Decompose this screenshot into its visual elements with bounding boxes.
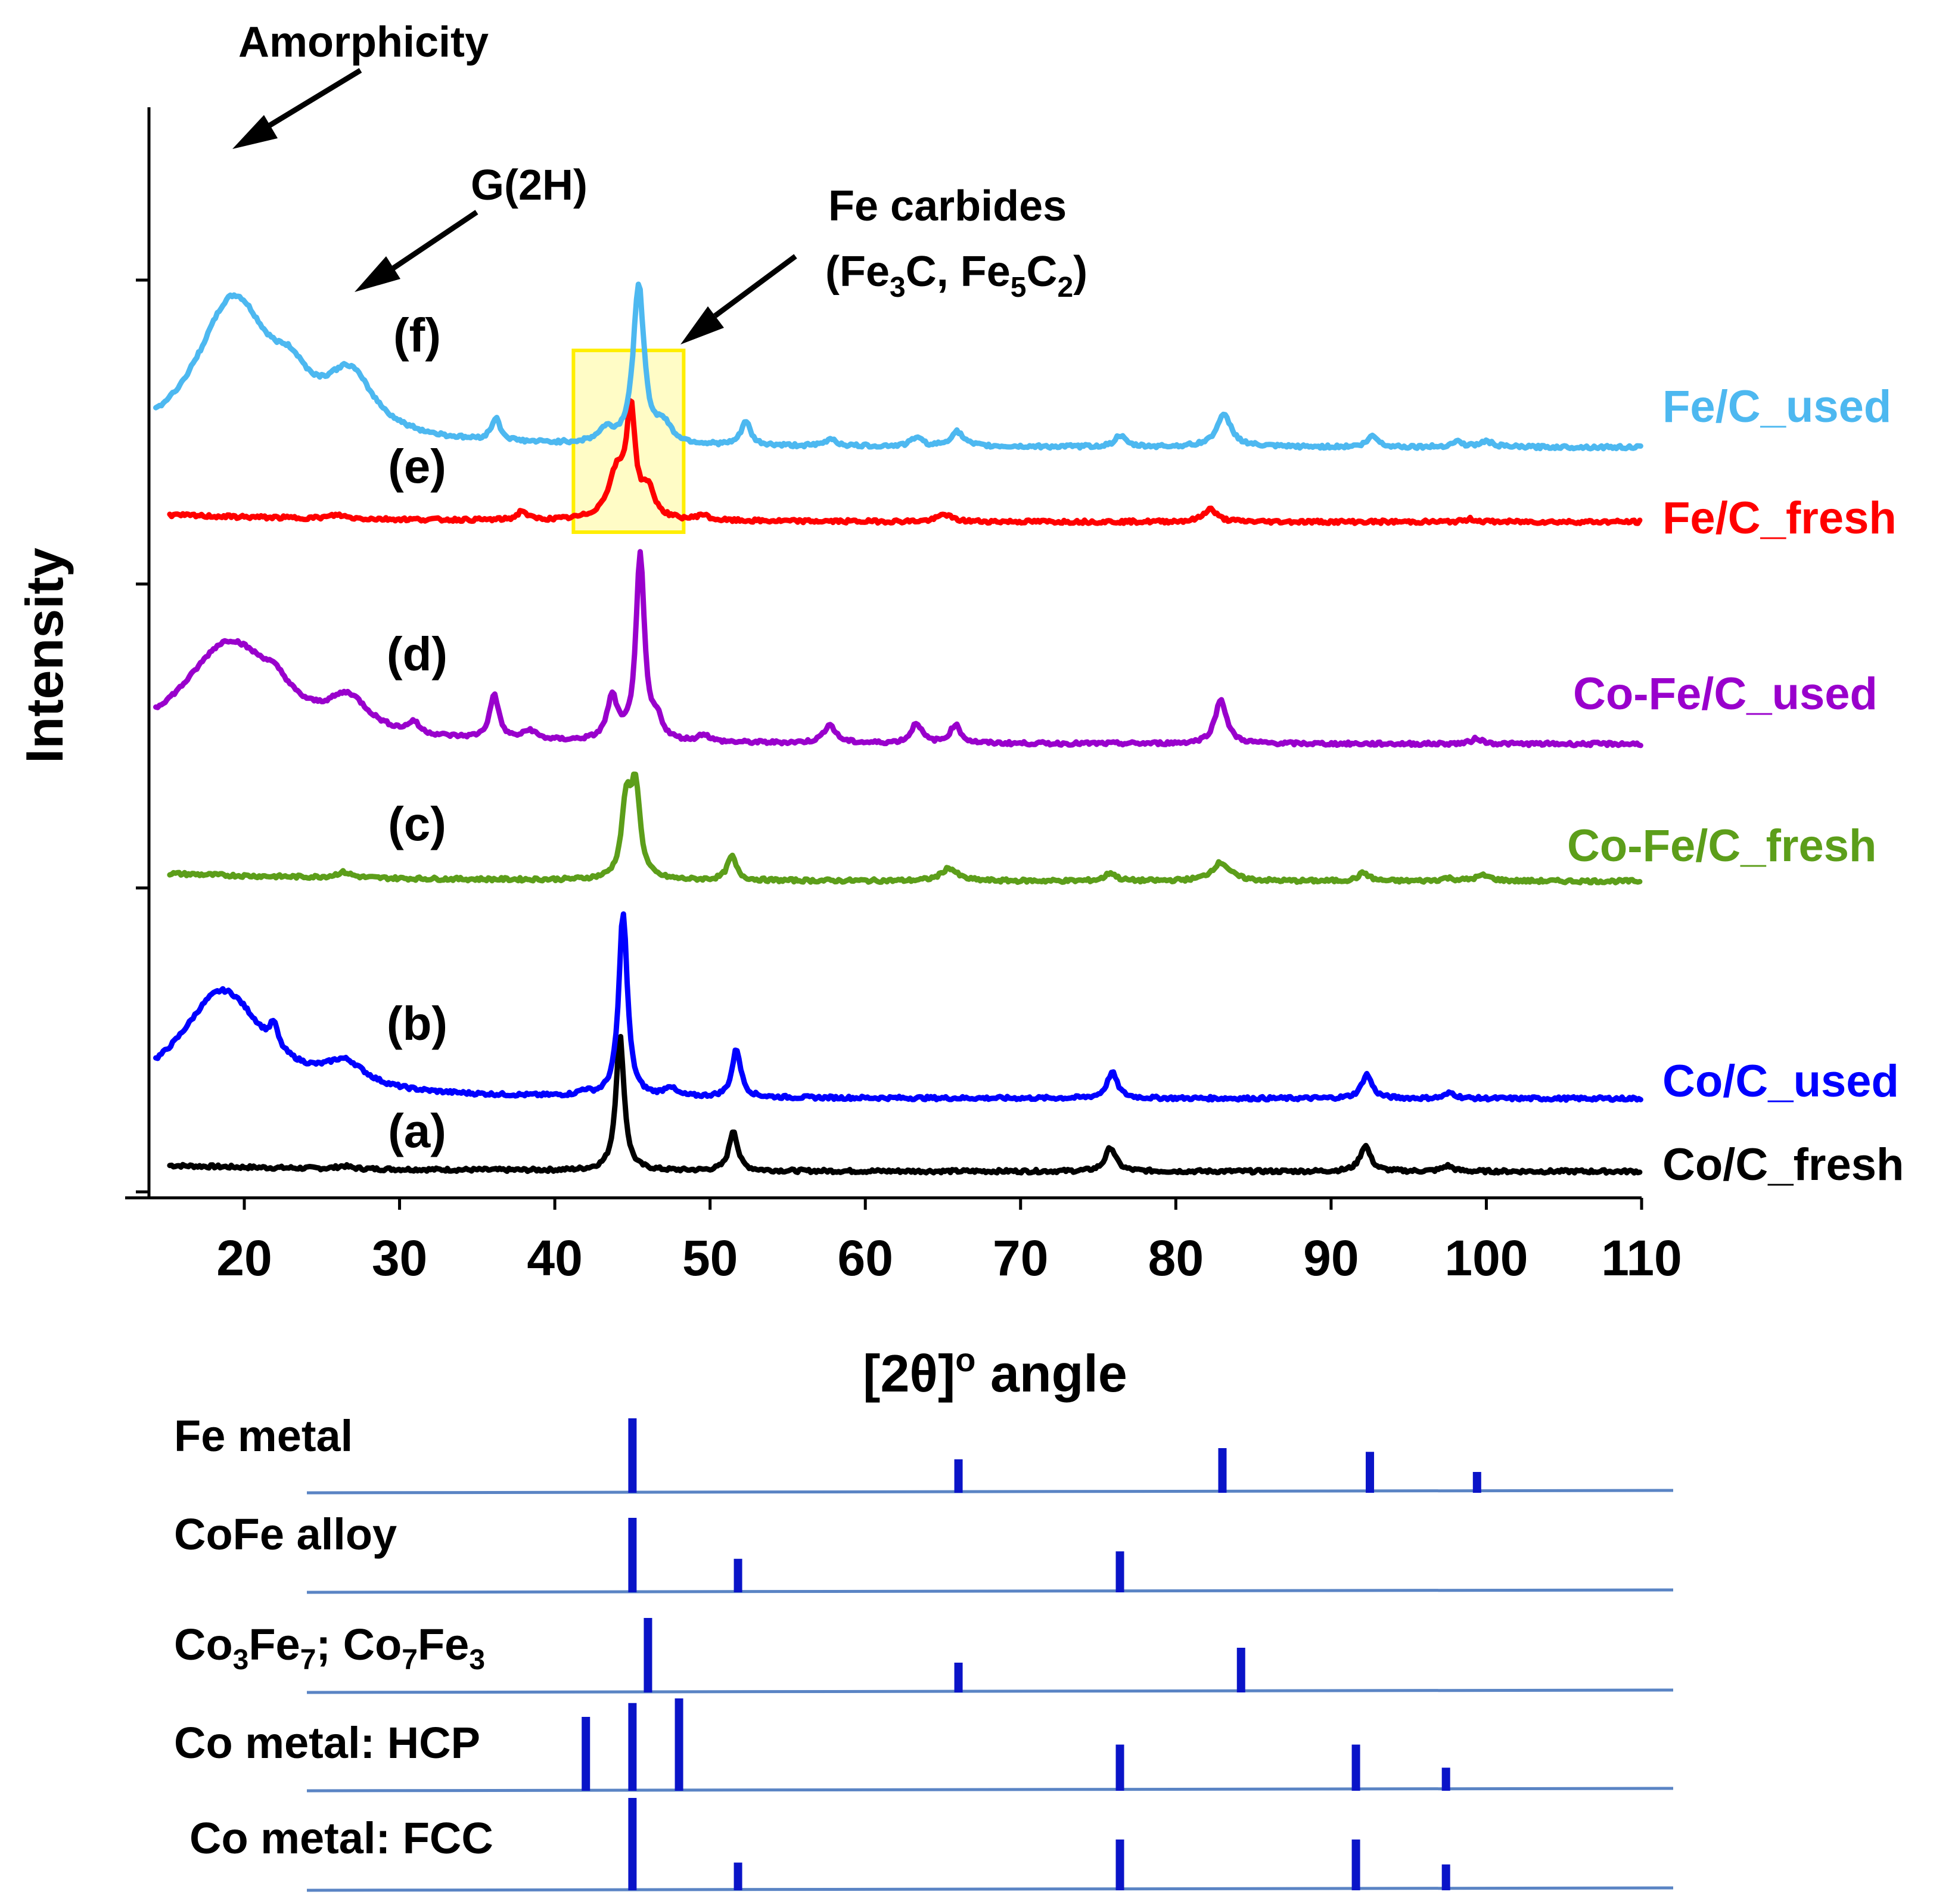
series-legend-label: Co-Fe/C_fresh [1567, 821, 1876, 871]
ref-stick [734, 1558, 742, 1592]
ref-label-cofe-alloy: CoFe alloy [174, 1509, 397, 1559]
ref-stick [628, 1418, 637, 1493]
ref-stick [1115, 1744, 1124, 1791]
x-tick-label: 110 [1601, 1230, 1682, 1286]
amorphicity-label: Amorphicity [238, 18, 489, 66]
trace-c [167, 771, 1643, 886]
x-axis-title: [2θ]o angle [863, 1341, 1127, 1403]
series-legends: Co/C_fresh Co/C_used Co-Fe/C_fresh Co-Fe/C_… [1567, 381, 1904, 1190]
ref-label-fe-metal: Fe metal [174, 1411, 353, 1461]
x-tick-label: 100 [1444, 1230, 1528, 1286]
series-legend-label: Co-Fe/C_used [1573, 669, 1878, 719]
ref-stick [1366, 1452, 1375, 1493]
x-tick-label: 30 [372, 1230, 427, 1286]
ref-stick [1441, 1768, 1450, 1791]
fe-carbides-annotation: Fe carbides (Fe3C, Fe5C2) [680, 182, 1087, 344]
ref-stick [1236, 1648, 1245, 1692]
ref-stick [582, 1717, 590, 1791]
ref-label-co3fe7-co7fe3: Co3Fe7; Co7Fe3 [174, 1620, 485, 1676]
ref-label-co-hcp: Co metal: HCP [174, 1718, 480, 1768]
ref-baseline [306, 1588, 1674, 1594]
fe-carbides-arrow-shaft [713, 254, 797, 318]
reference-patterns: Fe metal CoFe alloy Co3Fe7; Co7Fe3 Co me… [174, 1411, 1674, 1892]
trace-d [153, 549, 1643, 748]
x-tick-label: 60 [838, 1230, 893, 1286]
ref-stick [734, 1862, 742, 1890]
ref-stick [628, 1798, 637, 1890]
series-tag: (d) [387, 628, 447, 681]
ref-stick [1351, 1744, 1360, 1791]
ref-stick [644, 1618, 652, 1692]
x-tick-label: 20 [216, 1230, 272, 1286]
fe-carbides-arrowhead [680, 306, 724, 344]
x-tick-label: 50 [682, 1230, 738, 1286]
series-tag: (a) [388, 1104, 446, 1157]
trace-a [167, 1034, 1643, 1176]
x-tick-label: 80 [1148, 1230, 1204, 1286]
amorphicity-arrow-shaft [260, 68, 362, 132]
xrd-traces [153, 281, 1643, 1176]
x-tick-label: 70 [993, 1230, 1048, 1286]
amorphicity-arrowhead [232, 115, 278, 149]
ref-label-co-fcc: Co metal: FCC [189, 1813, 493, 1863]
x-axis-ticks: 20 30 40 50 60 70 80 90 100 110 [216, 1198, 1682, 1286]
ref-stick [628, 1703, 637, 1791]
fe-carbides-label: Fe carbides [828, 182, 1067, 230]
ref-baseline [306, 1489, 1674, 1495]
ref-baseline [306, 1787, 1674, 1793]
g2h-arrowhead [355, 256, 400, 292]
g2h-arrow-shaft [391, 210, 478, 271]
trace-e [167, 397, 1643, 526]
x-tick-label: 40 [527, 1230, 582, 1286]
ref-baseline [306, 1886, 1674, 1892]
series-tag: (b) [387, 997, 447, 1050]
ref-stick [954, 1663, 963, 1692]
ref-stick [628, 1518, 637, 1592]
series-tag: (c) [388, 797, 446, 850]
series-legend-label: Co/C_used [1662, 1056, 1899, 1107]
ref-baseline [306, 1688, 1674, 1694]
ref-stick [954, 1459, 963, 1493]
ref-stick [1441, 1864, 1450, 1890]
series-tags: (a) (b) (c) (d) (e) (f) [387, 309, 447, 1157]
trace-f [153, 281, 1643, 452]
series-legend-label: Co/C_fresh [1662, 1139, 1904, 1190]
ref-stick [1115, 1839, 1124, 1890]
ref-stick [1472, 1472, 1481, 1493]
x-tick-label: 90 [1303, 1230, 1359, 1286]
series-tag: (e) [388, 440, 446, 493]
amorphicity-annotation: Amorphicity [232, 18, 489, 149]
reference-sticks [306, 1418, 1674, 1892]
trace-b [153, 911, 1643, 1103]
ref-stick [1218, 1448, 1227, 1493]
series-legend-label: Fe/C_fresh [1662, 493, 1897, 543]
ref-stick [1351, 1839, 1360, 1890]
y-axis-title: Intensity [15, 548, 74, 763]
fe-carbides-formula: (Fe3C, Fe5C2) [825, 248, 1087, 303]
ref-stick [675, 1698, 683, 1791]
y-axis-ticks [136, 278, 149, 1194]
g2h-annotation: G(2H) [355, 161, 588, 292]
g2h-label: G(2H) [471, 161, 588, 209]
series-legend-label: Fe/C_used [1662, 381, 1891, 432]
series-tag: (f) [393, 309, 441, 362]
ref-stick [1115, 1551, 1124, 1592]
